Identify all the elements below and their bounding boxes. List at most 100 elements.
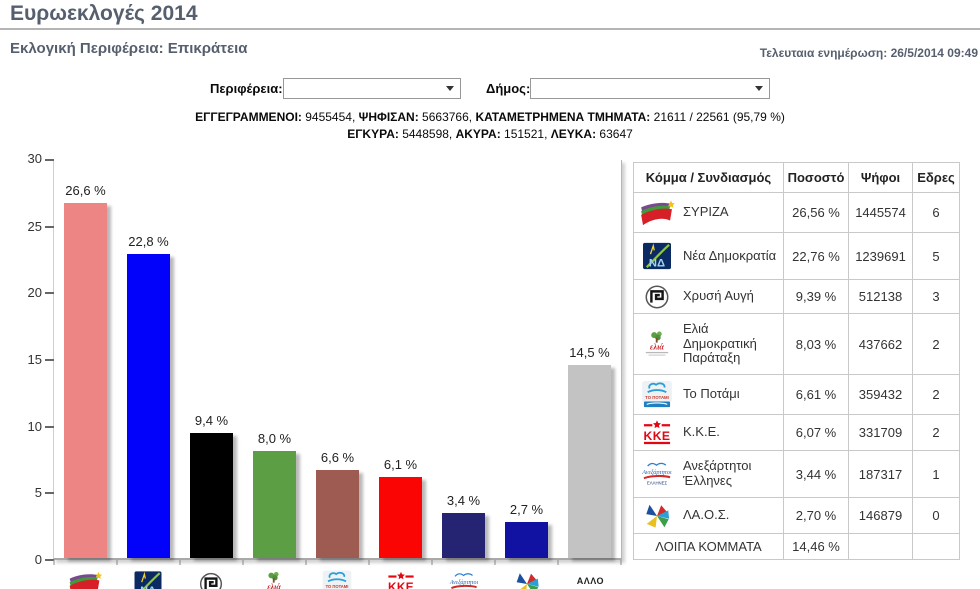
- x-axis-tick: [557, 560, 559, 565]
- potami-logo-icon: [638, 381, 676, 409]
- party-seats: 5: [912, 232, 960, 280]
- table-row: Το Ποτάμι 6,61 % 359432 2: [633, 374, 960, 415]
- x-axis-tick: [431, 560, 433, 565]
- laos-logo-icon: [638, 502, 676, 530]
- nea-dimokratia-logo-icon: [638, 242, 676, 270]
- bars-container: 26,6 % 22,8 % 9,4 % 8,0 % 6,6 % 6,1 % 3,…: [54, 160, 621, 558]
- party-votes: 359432: [848, 374, 913, 415]
- party-votes: 146879: [848, 497, 913, 534]
- y-axis-tick: [45, 559, 54, 561]
- party-seats: 2: [912, 414, 960, 451]
- party-seats: 2: [912, 313, 960, 375]
- region-filter-label: Περιφέρεια:: [210, 81, 283, 96]
- party-votes: 512138: [848, 279, 913, 314]
- table-row: Νέα Δημοκρατία 22,76 % 1239691 5: [633, 232, 960, 280]
- results-table: Κόμμα / Συνδιασμός Ποσοστό Ψήφοι Εδρες Σ…: [633, 162, 960, 560]
- table-row: Ανεξάρτητοι Έλληνες 3,44 % 187317 1: [633, 450, 960, 498]
- xrysi-avgi-logo-icon: [193, 570, 229, 589]
- other-category-label: ΑΛΛΟ: [576, 576, 604, 586]
- region-select[interactable]: [283, 78, 461, 99]
- party-percent: 8,03 %: [783, 313, 849, 375]
- party-seats: 6: [912, 192, 960, 233]
- y-axis-tick-label: 20: [27, 285, 42, 301]
- nea-dimokratia-logo-icon: [130, 570, 166, 589]
- bar-allo: 14,5 %: [558, 345, 621, 558]
- municipality-select[interactable]: [530, 78, 770, 99]
- party-percent: 3,44 %: [783, 450, 849, 498]
- party-name: Το Ποτάμι: [683, 386, 740, 402]
- chart-plot-area: 30 25 20 15 10 5 0 26,6 % 22,8 % 9,4 % 8…: [28, 152, 622, 567]
- xrysi-avgi-logo-icon: [638, 283, 676, 311]
- y-axis-tick: [45, 425, 54, 428]
- other-parties-votes: [848, 533, 913, 560]
- bar: [316, 470, 359, 558]
- table-footer-row: ΛΟΙΠΑ ΚΟΜΜΑΤΑ 14,46 %: [633, 533, 960, 560]
- syriza-logo-icon: [67, 570, 103, 589]
- party-votes: 1239691: [848, 232, 913, 280]
- bar-nea-dimokratia: 22,8 %: [117, 234, 180, 558]
- kke-logo-icon: [383, 570, 419, 589]
- party-percent: 26,56 %: [783, 192, 849, 233]
- stat-value: 9455454,: [301, 110, 359, 124]
- table-row: ΛΑ.Ο.Σ. 2,70 % 146879 0: [633, 497, 960, 534]
- syriza-logo-icon: [638, 199, 676, 227]
- page-title: Ευρωεκλογές 2014: [10, 2, 198, 25]
- registration-stats-line: ΕΓΓΕΓΡΑΜΜΕΝΟΙ: 9455454, ΨΗΦΙΣΑΝ: 5663766…: [0, 110, 980, 124]
- y-axis-tick-label: 5: [34, 485, 42, 501]
- bar-syriza: 26,6 %: [54, 183, 117, 558]
- stat-label: ΨΗΦΙΣΑΝ:: [358, 110, 419, 124]
- table-row: Κ.Κ.Ε. 6,07 % 331709 2: [633, 414, 960, 451]
- elia-logo-icon: [638, 330, 676, 358]
- x-axis-tick: [242, 560, 244, 565]
- anel-logo-icon: [638, 460, 676, 488]
- table-row: ΣΥΡΙΖΑ 26,56 % 1445574 6: [633, 192, 960, 233]
- bar: [505, 522, 548, 558]
- y-axis-tick-label: 25: [27, 218, 42, 234]
- bar-value-label: 6,1 %: [383, 456, 418, 472]
- y-axis-tick: [45, 492, 54, 495]
- table-header-row: Κόμμα / Συνδιασμός Ποσοστό Ψήφοι Εδρες: [633, 162, 960, 193]
- stat-label: ΑΚΥΡΑ:: [455, 127, 501, 141]
- party-percent: 6,61 %: [783, 374, 849, 415]
- party-votes: 331709: [848, 414, 913, 451]
- bar-value-label: 2,7 %: [509, 502, 544, 517]
- bar: [568, 364, 611, 558]
- col-votes: Ψήφοι: [848, 162, 913, 193]
- bar-anel: 3,4 %: [432, 493, 495, 558]
- party-percent: 9,39 %: [783, 279, 849, 314]
- chevron-down-icon: [446, 86, 454, 91]
- anel-logo-icon: [446, 570, 482, 589]
- party-votes: 437662: [848, 313, 913, 375]
- party-name: Χρυσή Αυγή: [683, 288, 754, 304]
- bar-kke: 6,1 %: [369, 457, 432, 558]
- bar-value-label: 8,0 %: [257, 431, 292, 447]
- kke-logo-icon: [638, 419, 676, 447]
- stat-value: 21611 / 22561 (95,79 %): [650, 110, 785, 124]
- chevron-down-icon: [755, 86, 763, 91]
- party-seats: 0: [912, 497, 960, 534]
- y-axis-tick-label: 15: [27, 352, 42, 367]
- elia-logo-icon: [256, 570, 292, 589]
- stat-label: ΕΓΚΥΡΑ:: [347, 127, 399, 141]
- results-bar-chart: 30 25 20 15 10 5 0 26,6 % 22,8 % 9,4 % 8…: [0, 152, 632, 589]
- district-subtitle: Εκλογική Περιφέρεια: Επικράτεια: [10, 40, 248, 57]
- stat-label: ΚΑΤΑΜΕΤΡΗΜΕΝΑ ΤΜΗΜΑΤΑ:: [475, 110, 651, 124]
- bar-value-label: 6,6 %: [320, 450, 355, 465]
- y-axis-tick: [45, 292, 54, 295]
- stat-label: ΕΓΓΕΓΡΑΜΜΕΝΟΙ:: [195, 110, 302, 124]
- y-axis-tick: [45, 359, 54, 361]
- party-name: Νέα Δημοκρατία: [683, 247, 777, 263]
- party-name: ΛΑ.Ο.Σ.: [683, 507, 730, 523]
- municipality-filter-label: Δήμος:: [486, 81, 531, 96]
- party-votes: 1445574: [848, 192, 913, 233]
- bar-value-label: 22,8 %: [128, 234, 169, 249]
- bar: [64, 203, 107, 558]
- bar: [379, 476, 422, 558]
- party-votes: 187317: [848, 450, 913, 498]
- bar-value-label: 14,5 %: [569, 344, 610, 360]
- bar: [442, 512, 485, 558]
- y-axis-tick-label: 30: [27, 152, 42, 166]
- bar-xrysi-avgi: 9,4 %: [180, 413, 243, 558]
- stat-value: 5448598,: [398, 127, 456, 141]
